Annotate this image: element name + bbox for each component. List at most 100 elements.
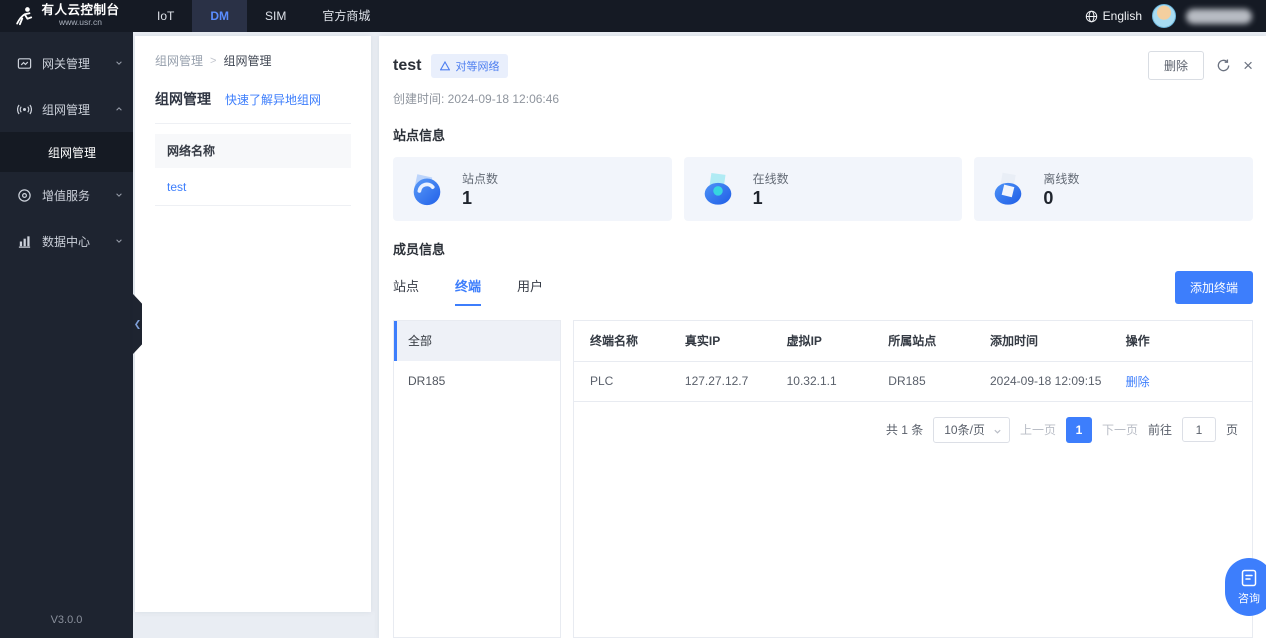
- member-info-section-title: 成员信息: [393, 242, 446, 257]
- goto-unit-label: 页: [1225, 423, 1238, 437]
- stat-label: 离线数: [1043, 171, 1080, 186]
- next-page-button[interactable]: 下一页: [1101, 423, 1138, 437]
- stat-cards: 站点数 1 在线数 1: [393, 157, 1254, 221]
- network-detail-panel: test 对等网络 删除 ×: [379, 36, 1266, 638]
- network-title: test: [393, 56, 422, 74]
- member-tabs: 站点 终端 用户 添加终端: [393, 271, 1253, 310]
- cell-added-time: 2024-09-18 12:09:15: [973, 361, 1110, 402]
- stat-value: 1: [752, 187, 763, 208]
- tab-users[interactable]: 用户: [517, 278, 544, 294]
- running-person-logo-icon: [16, 7, 33, 26]
- stat-card-sites: 站点数 1: [393, 157, 672, 221]
- pagination: 共 1 条 10条/页 上一页 1 下一页 前往 页: [574, 402, 1252, 443]
- network-list-item[interactable]: test: [155, 168, 351, 206]
- logo-subtitle: www.usr.cn: [58, 17, 102, 28]
- total-count: 共 1 条: [885, 423, 924, 437]
- network-type-badge: 对等网络: [431, 53, 509, 78]
- networking-icon: [17, 104, 32, 114]
- data-center-icon: [18, 235, 31, 248]
- tab-terminals[interactable]: 终端: [455, 276, 482, 306]
- top-nav: IoT DM SIM 官方商城: [139, 0, 388, 32]
- chevron-down-icon: [994, 429, 1001, 434]
- site-filter-list: 全部 DR185: [393, 320, 561, 638]
- filter-item-all[interactable]: 全部: [394, 321, 560, 361]
- stat-label: 站点数: [462, 171, 499, 186]
- sidebar-item-networking[interactable]: 组网管理: [0, 86, 133, 132]
- close-icon[interactable]: ×: [1243, 55, 1253, 75]
- gateway-icon: [17, 57, 32, 69]
- page-size-select[interactable]: 10条/页: [933, 416, 1010, 443]
- warning-triangle-icon: [440, 60, 451, 70]
- terminal-table: 终端名称 真实IP 虚拟IP 所属站点 添加时间 操作 PLC: [574, 321, 1252, 402]
- avatar[interactable]: [1152, 4, 1176, 28]
- delete-terminal-link[interactable]: 删除: [1125, 374, 1150, 389]
- goto-label: 前往: [1147, 423, 1172, 437]
- chevron-down-icon: [116, 193, 122, 197]
- prev-page-button[interactable]: 上一页: [1019, 423, 1056, 437]
- cell-site: DR185: [872, 361, 974, 402]
- sidebar-item-data-center[interactable]: 数据中心: [0, 218, 133, 264]
- top-nav-iot[interactable]: IoT: [157, 9, 175, 23]
- sidebar-item-label: 组网管理: [42, 102, 91, 117]
- top-nav-dm[interactable]: DM: [192, 0, 248, 32]
- stat-value: 0: [1043, 187, 1054, 208]
- cell-real-ip: 127.27.12.7: [668, 361, 771, 402]
- badge-label: 对等网络: [455, 60, 500, 73]
- goto-page-input[interactable]: [1181, 417, 1216, 442]
- col-actions: 操作: [1109, 321, 1252, 362]
- logo-title: 有人云控制台: [41, 3, 120, 18]
- consult-float-button[interactable]: 咨询: [1225, 558, 1266, 616]
- logo[interactable]: 有人云控制台 www.usr.cn: [0, 4, 133, 27]
- page-size-value: 10条/页: [944, 422, 985, 437]
- panel-title: 组网管理: [155, 91, 211, 107]
- document-icon: [1241, 569, 1257, 586]
- col-site: 所属站点: [872, 321, 974, 362]
- username-redacted[interactable]: [1186, 8, 1252, 24]
- cell-terminal-name: PLC: [574, 361, 669, 402]
- cell-virtual-ip: 10.32.1.1: [770, 361, 873, 402]
- stat-value: 1: [462, 187, 473, 208]
- consult-label: 咨询: [1238, 592, 1260, 605]
- sidebar-collapse-handle[interactable]: ❮: [133, 294, 142, 354]
- stat-card-online: 在线数 1: [683, 157, 963, 221]
- network-list-panel: 组网管理 > 组网管理 组网管理 快速了解异地组网 网络名称 test: [135, 36, 371, 612]
- col-real-ip: 真实IP: [668, 321, 771, 362]
- breadcrumb-item-current: 组网管理: [223, 54, 272, 68]
- terminal-table-box: 终端名称 真实IP 虚拟IP 所属站点 添加时间 操作 PLC: [573, 320, 1253, 638]
- sidebar-item-value-services[interactable]: 增值服务: [0, 172, 133, 218]
- stat-card-offline: 离线数 0: [974, 157, 1254, 221]
- col-virtual-ip: 虚拟IP: [770, 321, 873, 362]
- breadcrumb-separator: >: [210, 54, 217, 67]
- language-switcher[interactable]: English: [1085, 9, 1142, 23]
- tab-sites[interactable]: 站点: [393, 278, 420, 294]
- site-count-icon: [413, 174, 441, 206]
- globe-icon: [1085, 10, 1097, 22]
- current-page-button[interactable]: 1: [1065, 416, 1092, 443]
- online-count-icon: [704, 172, 731, 205]
- sidebar-subitem-networking-active[interactable]: 组网管理: [0, 132, 133, 172]
- topbar: 有人云控制台 www.usr.cn IoT DM SIM 官方商城 Englis…: [0, 0, 1266, 32]
- language-label: English: [1102, 9, 1142, 23]
- help-link[interactable]: 快速了解异地组网: [225, 93, 322, 107]
- table-row: PLC 127.27.12.7 10.32.1.1 DR185 2024-09-…: [574, 361, 1252, 402]
- top-nav-mall[interactable]: 官方商城: [322, 9, 371, 23]
- breadcrumb: 组网管理 > 组网管理: [155, 52, 351, 69]
- sidebar-item-label: 数据中心: [42, 234, 91, 249]
- chevron-down-icon: [116, 61, 122, 65]
- col-terminal-name: 终端名称: [574, 321, 669, 362]
- top-nav-sim[interactable]: SIM: [265, 9, 287, 23]
- refresh-icon[interactable]: [1216, 58, 1231, 73]
- breadcrumb-item[interactable]: 组网管理: [155, 54, 204, 68]
- stat-label: 在线数: [752, 171, 789, 186]
- sidebar: 网关管理 组网管理 组网管理 增值服务: [0, 32, 133, 638]
- col-added-time: 添加时间: [973, 321, 1110, 362]
- add-terminal-button[interactable]: 添加终端: [1174, 271, 1253, 304]
- delete-network-button[interactable]: 删除: [1148, 51, 1205, 80]
- sidebar-item-gateway[interactable]: 网关管理: [0, 40, 133, 86]
- version-label: V3.0.0: [50, 614, 83, 626]
- created-time: 创建时间: 2024-09-18 12:06:46: [393, 92, 560, 106]
- filter-item-dr185[interactable]: DR185: [408, 374, 446, 388]
- sidebar-item-label: 增值服务: [42, 188, 91, 203]
- value-services-icon: [18, 188, 31, 202]
- sidebar-item-label: 网关管理: [42, 56, 91, 71]
